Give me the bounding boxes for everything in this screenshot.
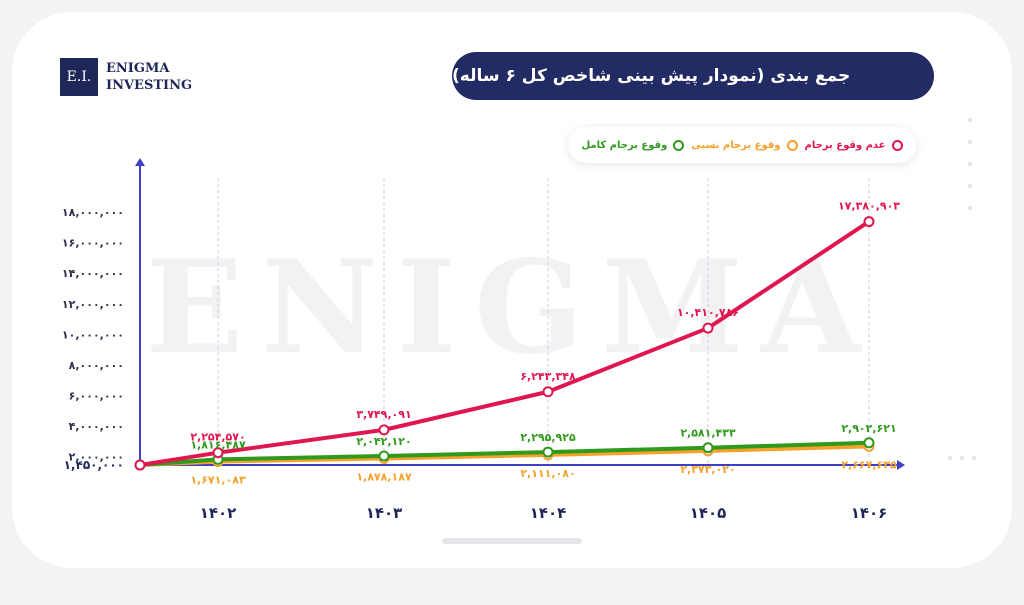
legend-marker-green	[673, 139, 685, 151]
scroll-indicator	[442, 538, 582, 544]
y-tick-label: ۴,۰۰۰,۰۰۰	[69, 420, 124, 433]
data-label: ۱۰,۴۱۰,۷۸۶	[677, 306, 739, 319]
y-tick-label: ۶,۰۰۰,۰۰۰	[69, 389, 124, 402]
data-label: ۲,۶۶۷,۶۳۵	[841, 458, 897, 471]
data-label: ۲,۲۵۴,۵۷۰	[190, 431, 245, 444]
content-card	[12, 12, 1012, 568]
legend-marker-red	[891, 139, 903, 151]
data-point	[378, 450, 390, 462]
y-tick-label: ۱۸,۰۰۰,۰۰۰	[62, 206, 124, 219]
legend-item-orange: وقوع برجام نسبی	[691, 139, 798, 151]
logo-line-2: INVESTING	[106, 78, 193, 93]
data-label: ۱,۶۷۱,۰۸۳	[190, 474, 246, 487]
data-point	[542, 446, 554, 458]
data-point	[863, 437, 875, 449]
data-label: ۲,۵۸۱,۴۳۳	[680, 427, 736, 440]
legend-item-green: وقوع برجام کامل	[581, 139, 685, 151]
watermark-text: ENIGMA	[146, 233, 879, 383]
y-axis-arrow	[135, 158, 145, 166]
y-tick-label: ۱۲,۰۰۰,۰۰۰	[62, 298, 124, 311]
data-label: ۲,۹۰۲,۶۲۱	[841, 422, 896, 435]
data-point	[542, 386, 554, 398]
y-base-label: ۱,۴۵۰,۰۰۰	[64, 458, 124, 472]
data-label: ۲,۰۴۲,۱۲۰	[356, 435, 411, 448]
x-tick-label: ۱۴۰۴	[530, 504, 567, 522]
data-point	[863, 216, 875, 228]
data-point	[212, 447, 224, 459]
data-point	[134, 459, 146, 471]
y-tick-label: ۱۶,۰۰۰,۰۰۰	[62, 237, 124, 250]
series-line	[138, 219, 871, 467]
data-label: ۲,۳۷۳,۰۲۰	[680, 463, 735, 476]
page-title: جمع بندی (نمودار پیش بینی شاخص کل ۶ ساله…	[452, 52, 934, 100]
data-point	[702, 322, 714, 334]
legend-label-orange: وقوع برجام نسبی	[691, 139, 781, 151]
logo-wordmark: ENIGMA INVESTING	[106, 60, 192, 94]
y-tick-label: ۱۰,۰۰۰,۰۰۰	[62, 328, 124, 341]
data-point	[702, 442, 714, 454]
data-label: ۱۷,۳۸۰,۹۰۳	[838, 200, 900, 213]
y-tick-label: ۸,۰۰۰,۰۰۰	[69, 359, 124, 372]
data-point	[378, 424, 390, 436]
x-tick-label: ۱۴۰۵	[690, 504, 727, 522]
chart-legend: عدم وقوع برجام وقوع برجام نسبی وقوع برجا…	[568, 127, 916, 163]
x-tick-label: ۱۴۰۲	[200, 504, 237, 522]
data-label: ۲,۱۱۱,۰۸۰	[520, 467, 575, 480]
data-label: ۱,۸۱۶,۴۸۷	[190, 438, 246, 451]
legend-marker-orange	[786, 139, 798, 151]
brand-logo: E.I. ENIGMA INVESTING	[60, 58, 192, 96]
legend-label-red: عدم وقوع برجام	[804, 139, 886, 151]
data-label: ۲,۲۹۵,۹۲۵	[520, 431, 576, 444]
logo-mark: E.I.	[60, 58, 98, 96]
legend-label-green: وقوع برجام کامل	[581, 139, 668, 151]
x-tick-label: ۱۴۰۳	[366, 504, 403, 522]
data-label: ۶,۲۴۳,۳۴۸	[520, 370, 576, 383]
x-tick-label: ۱۴۰۶	[851, 504, 888, 522]
data-label: ۱,۸۷۸,۱۸۷	[356, 470, 412, 483]
legend-item-red: عدم وقوع برجام	[804, 139, 903, 151]
series-line	[138, 440, 871, 467]
y-tick-label: ۲,۰۰۰,۰۰۰	[69, 451, 124, 464]
logo-line-1: ENIGMA	[106, 61, 170, 76]
x-axis-arrow	[897, 460, 905, 470]
data-label: ۳,۷۴۹,۰۹۱	[356, 408, 411, 421]
y-tick-label: ۱۴,۰۰۰,۰۰۰	[62, 267, 124, 280]
